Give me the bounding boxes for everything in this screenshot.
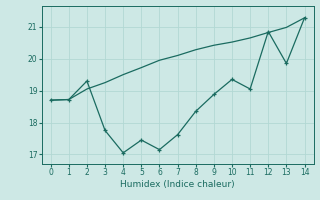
X-axis label: Humidex (Indice chaleur): Humidex (Indice chaleur)	[120, 180, 235, 189]
